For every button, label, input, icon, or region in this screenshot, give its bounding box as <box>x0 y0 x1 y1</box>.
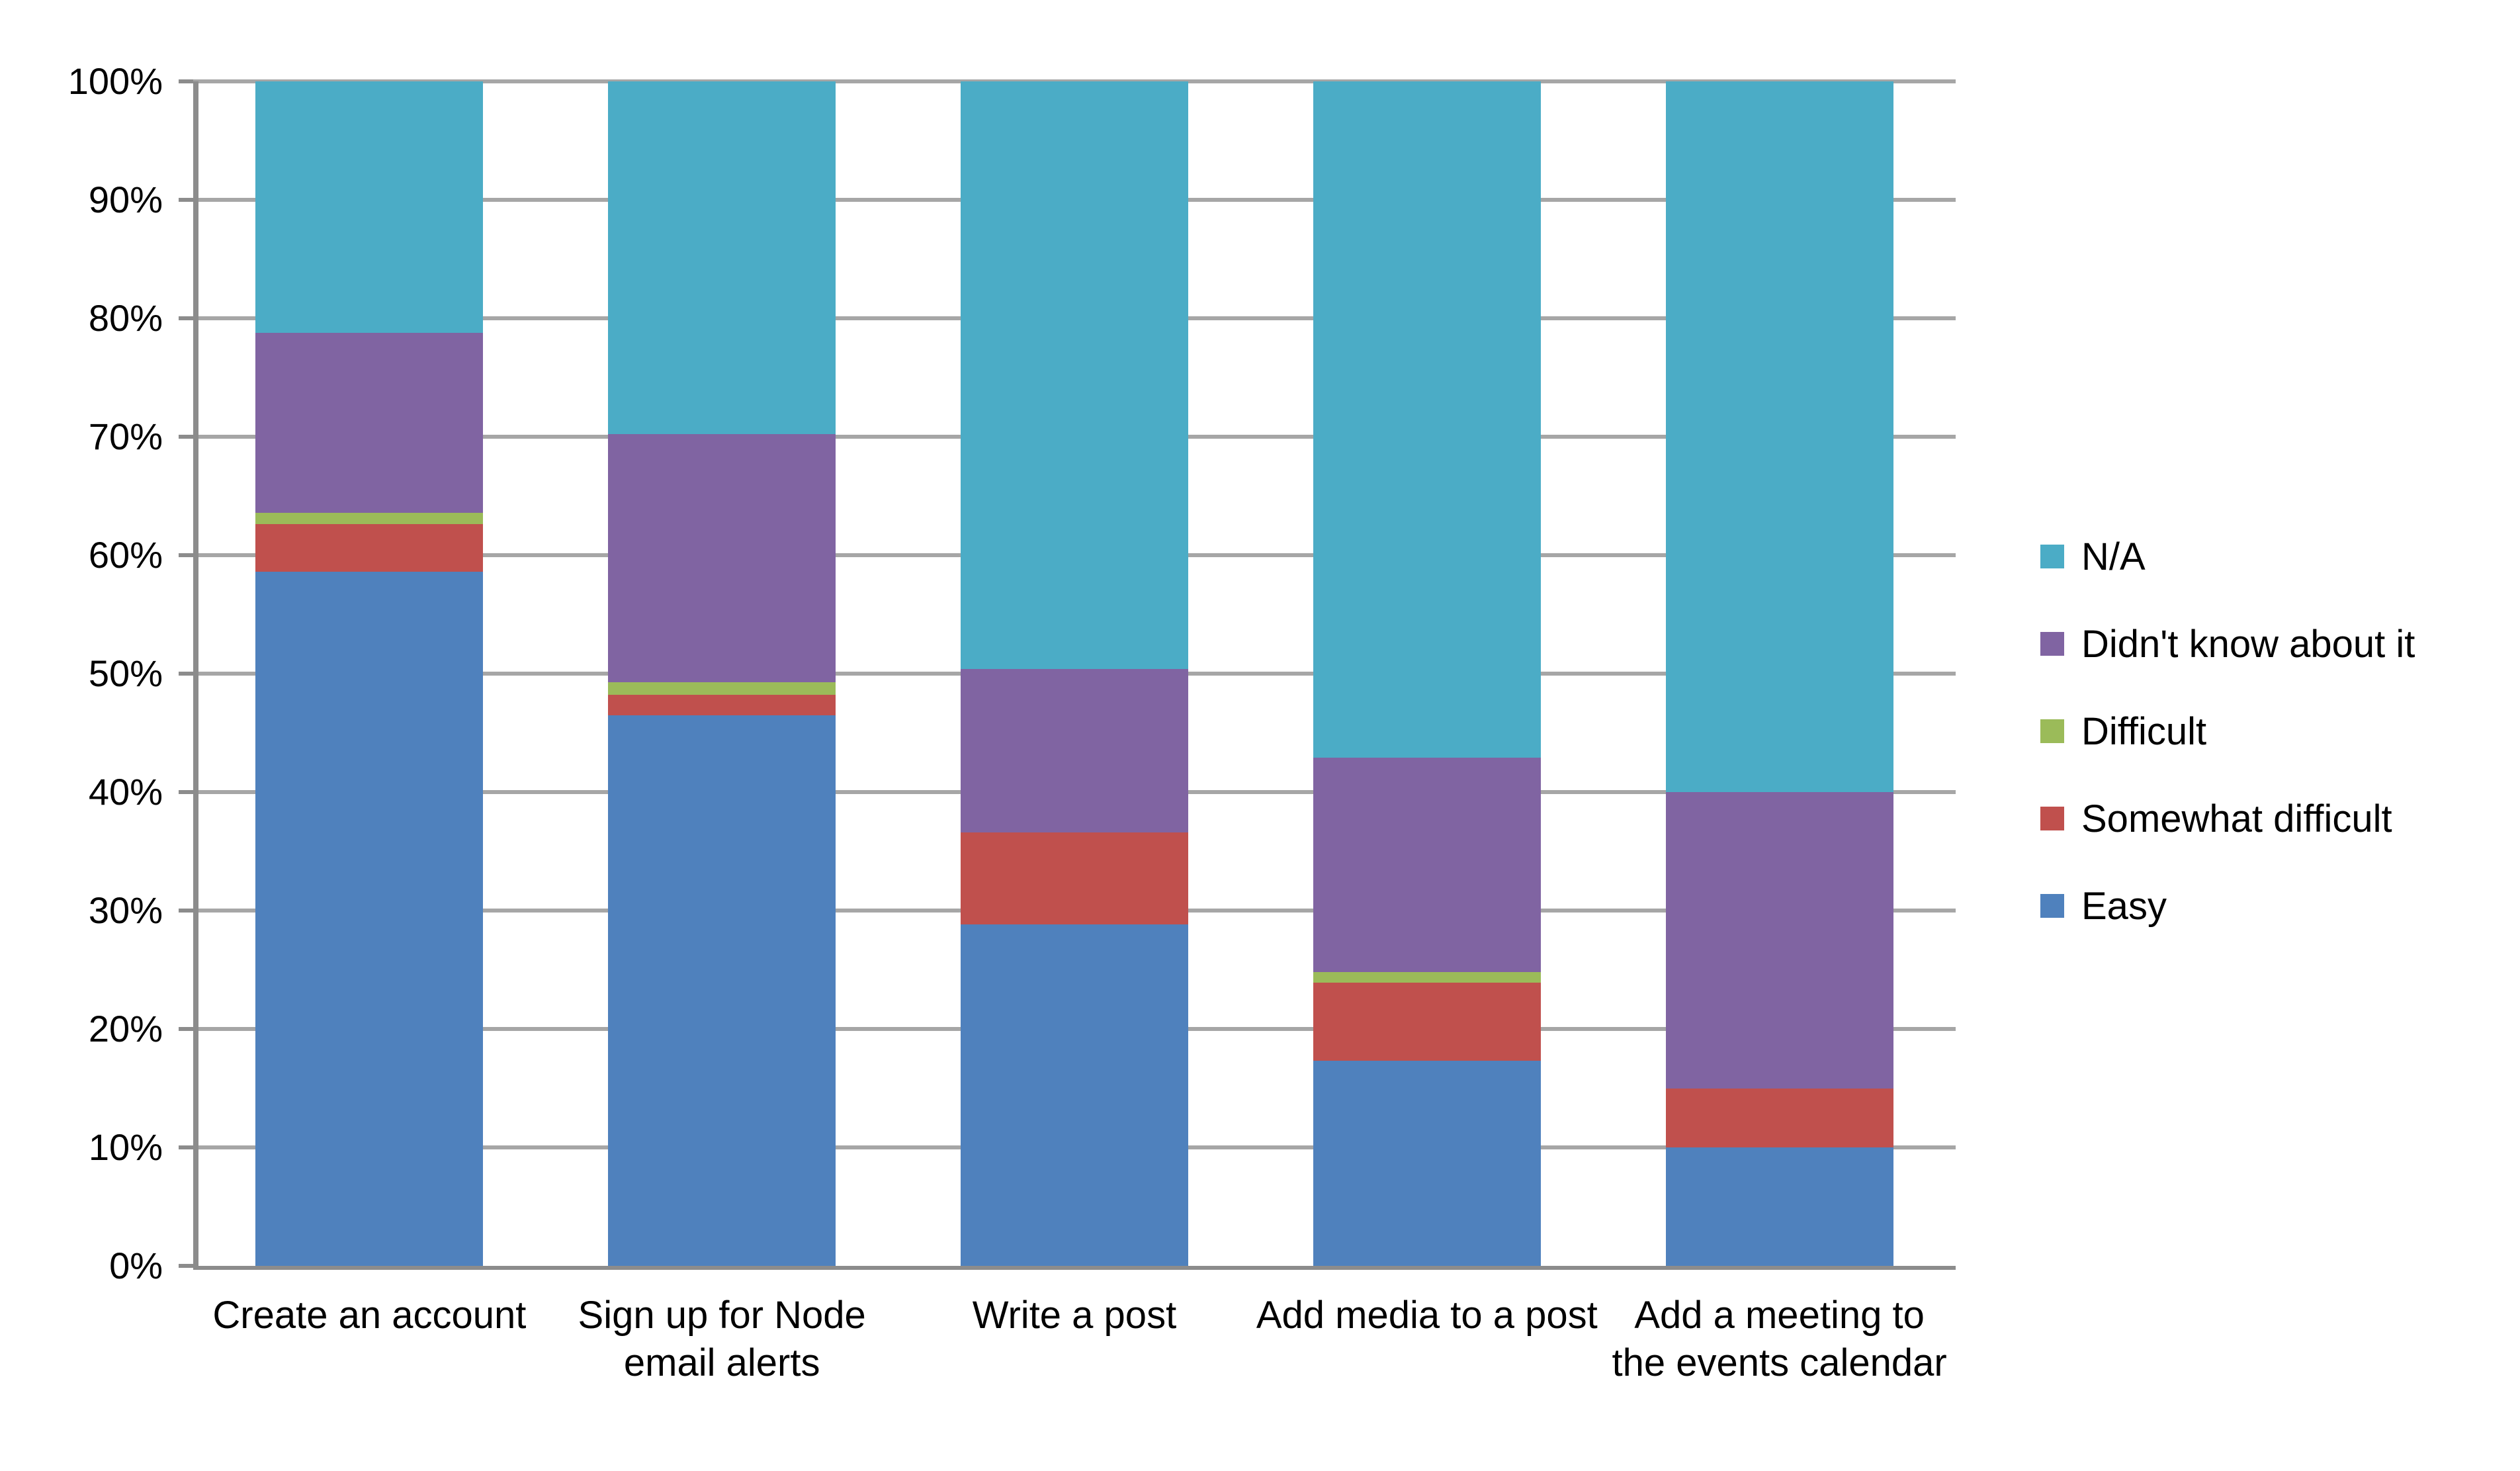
bar-segment-add-a-meeting-to-the-events-calendar-easy <box>1665 1147 1893 1266</box>
y-tick-label-10: 10% <box>88 1126 163 1168</box>
bar-segment-sign-up-for-node-email-alerts-difficult <box>608 682 836 695</box>
y-tick-mark <box>179 909 193 913</box>
bar-write-a-post <box>960 81 1189 1266</box>
bar-segment-add-a-meeting-to-the-events-calendar-somewhat-difficult <box>1665 1088 1893 1147</box>
bar-segment-create-an-account-didn-t-know-about-it <box>255 332 484 513</box>
bar-add-media-to-a-post <box>1313 81 1541 1266</box>
bar-segment-sign-up-for-node-email-alerts-somewhat-difficult <box>608 695 836 715</box>
bar-segment-add-media-to-a-post-didn-t-know-about-it <box>1313 758 1541 973</box>
y-tick-mark <box>179 435 193 439</box>
bar-slot-add-a-meeting-to-the-events-calendar <box>1603 81 1956 1266</box>
bars-layer <box>193 81 1956 1266</box>
y-tick-label-80: 80% <box>88 297 163 339</box>
bar-segment-create-an-account-difficult <box>255 512 484 525</box>
bar-segment-create-an-account-easy <box>255 572 484 1266</box>
y-tick-label-0: 0% <box>109 1245 163 1286</box>
x-label-add-a-meeting-to-the-events-calendar: Add a meeting to the events calendar <box>1612 1294 1947 1384</box>
legend-marker-icon <box>2040 632 2064 656</box>
x-label-add-media-to-a-post: Add media to a post <box>1256 1294 1598 1337</box>
legend-marker-icon <box>2040 894 2064 918</box>
bar-slot-write-a-post <box>898 81 1251 1266</box>
bar-segment-create-an-account-somewhat-difficult <box>255 524 484 572</box>
bar-segment-write-a-post-n-a <box>960 81 1189 669</box>
bar-segment-create-an-account-n-a <box>255 81 484 333</box>
legend-item-didn-t-know-about-it: Didn't know about it <box>2040 600 2415 688</box>
plot-area <box>193 81 1956 1266</box>
legend-item-somewhat-difficult: Somewhat difficult <box>2040 775 2415 862</box>
y-tick-mark <box>179 1264 193 1268</box>
bar-slot-create-an-account <box>193 81 546 1266</box>
y-tick-label-30: 30% <box>88 889 163 931</box>
y-tick-mark <box>179 672 193 676</box>
legend: N/A Didn't know about it Difficult Somewhat… <box>2040 513 2415 950</box>
x-label-sign-up-for-node-email-alerts: Sign up for Node email alerts <box>578 1294 866 1384</box>
legend-marker-icon <box>2040 719 2064 743</box>
bar-add-a-meeting-to-the-events-calendar <box>1665 81 1893 1266</box>
y-tick-mark <box>179 79 193 83</box>
y-tick-label-60: 60% <box>88 534 163 576</box>
legend-marker-icon <box>2040 807 2064 830</box>
bar-segment-add-a-meeting-to-the-events-calendar-n-a <box>1665 81 1893 792</box>
y-tick-label-90: 90% <box>88 179 163 220</box>
y-tick-label-70: 70% <box>88 416 163 457</box>
legend-item-difficult: Difficult <box>2040 688 2415 775</box>
y-tick-mark <box>179 553 193 557</box>
bar-slot-add-media-to-a-post <box>1250 81 1603 1266</box>
bar-segment-sign-up-for-node-email-alerts-didn-t-know-about-it <box>608 434 836 682</box>
x-label-create-an-account: Create an account <box>212 1294 527 1337</box>
legend-label: N/A <box>2081 535 2146 578</box>
y-tick-mark <box>179 316 193 320</box>
y-tick-mark <box>179 1145 193 1149</box>
legend-label: Easy <box>2081 884 2167 928</box>
bar-segment-add-a-meeting-to-the-events-calendar-didn-t-know-about-it <box>1665 792 1893 1089</box>
legend-label: Didn't know about it <box>2081 622 2415 666</box>
legend-item-n-a: N/A <box>2040 513 2415 600</box>
y-tick-label-20: 20% <box>88 1008 163 1049</box>
bar-segment-add-media-to-a-post-difficult <box>1313 972 1541 983</box>
bar-segment-write-a-post-somewhat-difficult <box>960 832 1189 925</box>
y-tick-mark <box>179 198 193 202</box>
legend-marker-icon <box>2040 545 2064 568</box>
bar-segment-add-media-to-a-post-n-a <box>1313 81 1541 758</box>
y-tick-mark <box>179 790 193 794</box>
bar-slot-sign-up-for-node-email-alerts <box>546 81 898 1266</box>
bar-segment-add-media-to-a-post-somewhat-difficult <box>1313 983 1541 1061</box>
x-label-write-a-post: Write a post <box>972 1294 1177 1337</box>
bar-create-an-account <box>255 81 484 1266</box>
y-tick-label-50: 50% <box>88 652 163 694</box>
gridline-100 <box>193 79 1956 83</box>
bar-segment-add-media-to-a-post-easy <box>1313 1061 1541 1266</box>
y-tick-label-40: 40% <box>88 771 163 813</box>
bar-segment-sign-up-for-node-email-alerts-easy <box>608 715 836 1266</box>
x-axis-line <box>193 1266 1956 1270</box>
legend-label: Somewhat difficult <box>2081 797 2392 840</box>
bar-segment-write-a-post-easy <box>960 924 1189 1266</box>
bar-segment-write-a-post-didn-t-know-about-it <box>960 668 1189 832</box>
y-tick-mark <box>179 1027 193 1031</box>
bar-segment-sign-up-for-node-email-alerts-n-a <box>608 81 836 435</box>
legend-item-easy: Easy <box>2040 862 2415 950</box>
y-tick-label-100: 100% <box>67 60 163 102</box>
legend-label: Difficult <box>2081 709 2207 753</box>
y-axis-line <box>193 81 198 1270</box>
bar-sign-up-for-node-email-alerts <box>608 81 836 1266</box>
